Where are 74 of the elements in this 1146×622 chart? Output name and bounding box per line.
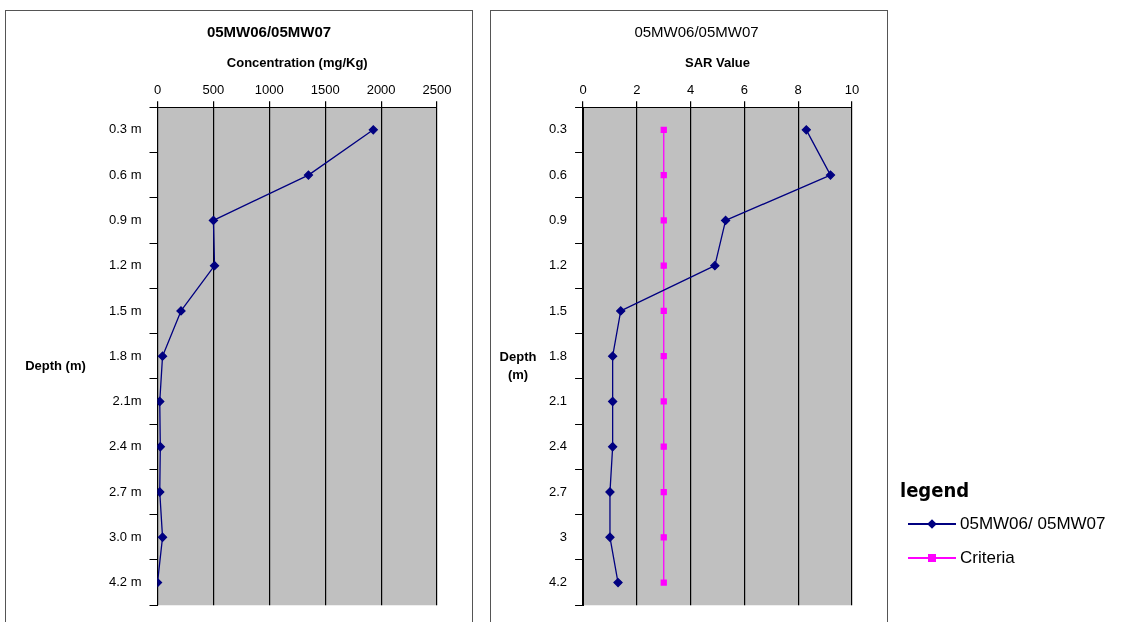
point — [660, 217, 667, 224]
chart-title: 05MW06/05MW07 — [634, 23, 759, 41]
point — [608, 396, 618, 407]
point — [209, 261, 220, 271]
y-tick-label: 1.5 m — [109, 302, 142, 318]
point — [660, 443, 667, 450]
y-axis-title: Depth (m) — [25, 357, 86, 373]
point — [801, 125, 811, 135]
point — [157, 396, 165, 407]
point — [660, 262, 667, 269]
y-tick-label: 4.2 m — [109, 574, 142, 590]
y-tick-label: 1.8 m — [109, 347, 142, 363]
x-tick-label: 1500 — [310, 81, 340, 97]
y-tick-label: 2.7 m — [109, 483, 142, 499]
x-tick-label: 8 — [794, 81, 802, 97]
x-tick-label: 10 — [844, 81, 860, 97]
point — [710, 261, 720, 271]
point — [825, 170, 836, 180]
y-tick-label: 2.7 — [548, 483, 568, 499]
y-tick-label: 2.1m — [112, 393, 142, 409]
x-tick-label: 2500 — [422, 81, 452, 97]
point — [720, 215, 731, 226]
y-tick-label: 0.9 — [548, 211, 568, 227]
point — [157, 351, 168, 361]
point — [660, 171, 667, 179]
chart-title: 05MW06/05MW07 — [206, 23, 332, 41]
y-tick-label: 3.0 m — [109, 528, 142, 544]
x-tick-label: 0 — [153, 81, 162, 97]
point — [660, 398, 667, 405]
point — [660, 307, 667, 315]
point — [176, 306, 186, 316]
y-tick-label: 1.5 — [548, 302, 568, 318]
x-tick-label: 2000 — [366, 81, 396, 97]
point — [608, 442, 618, 452]
y-tick-label: 2.1 — [548, 393, 568, 409]
x-tick-label: 2 — [633, 81, 641, 97]
point — [608, 351, 618, 361]
legend-label: 05MW06/ 05MW07 — [960, 514, 1106, 534]
point — [157, 487, 165, 497]
x-tick-label: 0 — [579, 81, 587, 97]
point — [660, 126, 667, 133]
y-tick-label: 0.3 m — [109, 121, 142, 137]
legend-title: legend — [900, 478, 971, 502]
y-tick-label: 3 — [559, 528, 568, 544]
y-tick-label: 0.9 m — [109, 211, 142, 227]
y-tick-label: 0.3 — [548, 121, 568, 137]
y-tick-label: 2.4 m — [109, 438, 142, 454]
x-axis-title: Concentration (mg/Kg) — [226, 55, 368, 71]
y-tick-label: 1.8 — [548, 347, 568, 363]
x-tick-label: 4 — [687, 81, 695, 97]
point — [303, 170, 314, 180]
x-tick-label: 500 — [202, 81, 225, 97]
y-tick-label: 1.2 — [548, 257, 568, 273]
y-tick-label: 1.2 m — [109, 257, 142, 273]
x-tick-label: 6 — [740, 81, 749, 97]
point — [660, 353, 667, 360]
y-tick-label: 4.2 — [548, 574, 568, 590]
point — [605, 532, 615, 542]
point — [613, 577, 623, 588]
y-tick-label: 2.4 — [548, 438, 568, 454]
x-axis-title: SAR Value — [685, 55, 751, 71]
point — [157, 532, 168, 542]
y-tick-label: 0.6 — [548, 166, 568, 182]
y-axis-title: Depth (m) — [499, 348, 537, 382]
point — [660, 488, 667, 496]
point — [660, 579, 667, 586]
point — [157, 442, 165, 452]
point — [660, 534, 667, 541]
legend-label: Criteria — [960, 548, 1015, 568]
y-tick-label: 0.6 m — [109, 166, 142, 182]
point — [368, 125, 378, 135]
point — [616, 306, 626, 316]
x-tick-label: 1000 — [254, 81, 284, 97]
point — [208, 215, 219, 226]
